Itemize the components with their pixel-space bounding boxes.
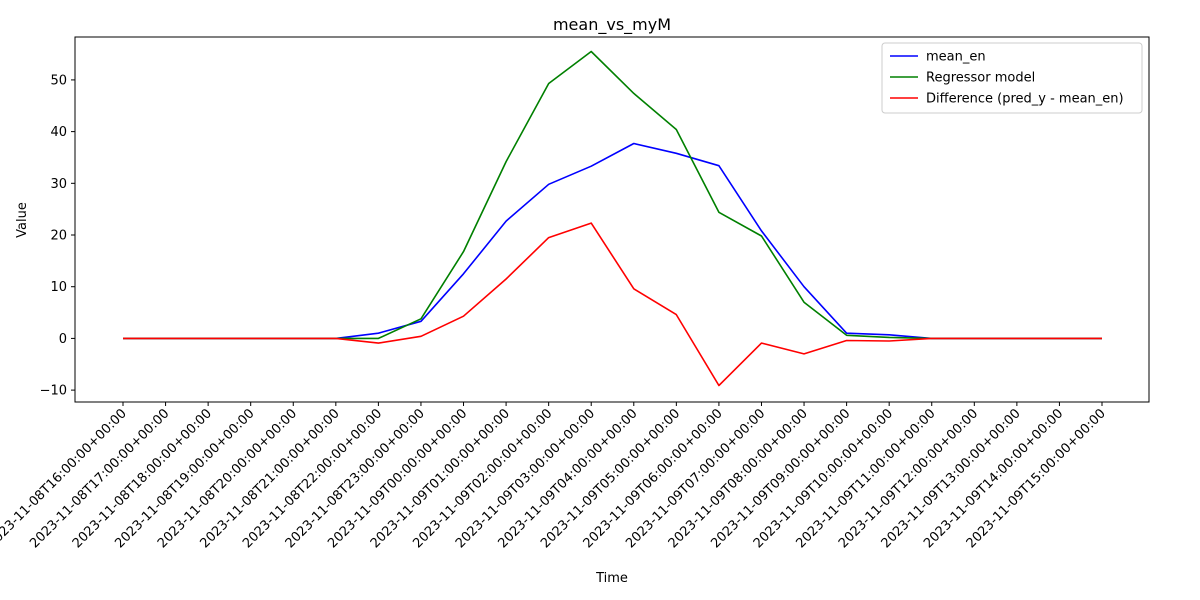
legend-box [881,42,1143,114]
legend-label: mean_en [926,50,986,65]
y-tick-label: 50 [50,73,67,88]
series-line-2 [123,222,1102,387]
x-axis-label: Time [595,571,628,586]
y-tick-label: 40 [50,125,67,140]
y-tick-label: −10 [40,384,67,399]
y-tick-label: 10 [50,280,67,295]
y-tick-label: 20 [50,229,67,244]
y-axis: −10 0 10 20 30 40 50 [40,73,75,399]
legend-label: Regressor model [926,71,1035,86]
plot-frame [74,36,1150,403]
y-tick-label: 0 [59,332,67,347]
series-lines [123,50,1102,387]
x-axis: 2023-11-08T16:00:00+00:002023-11-08T17:0… [0,402,1109,551]
chart-title: mean_vs_myM [553,15,671,35]
legend-label: Difference (pred_y - mean_en) [926,92,1124,107]
y-axis-label: Value [15,202,30,238]
series-line-0 [123,142,1102,340]
legend: mean_en Regressor model Difference (pred_y… [881,42,1143,114]
y-tick-label: 30 [50,177,67,192]
